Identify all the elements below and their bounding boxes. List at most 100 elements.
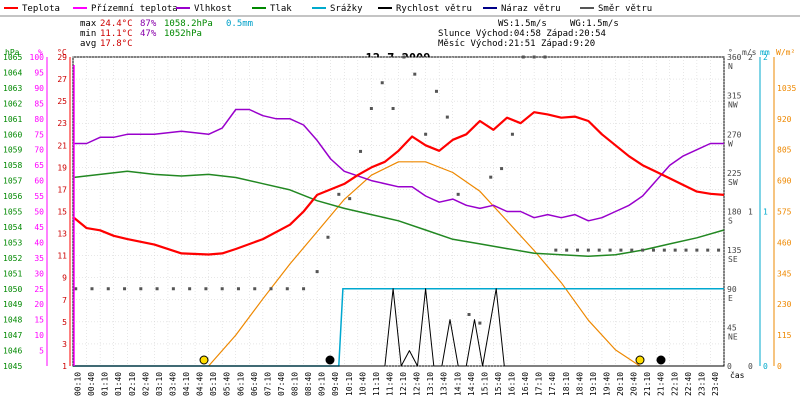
wind-direction-point — [380, 81, 384, 85]
legend-label: Směr větru — [598, 4, 652, 14]
moonset-marker — [325, 355, 335, 365]
pressure-tick: 1062 — [3, 99, 22, 108]
direction-label: SE — [728, 255, 738, 264]
legend-label: Tlak — [270, 4, 292, 14]
wind-direction-point — [608, 248, 612, 252]
x-tick-label: 23:40 — [711, 372, 720, 396]
humidity-tick: 95 — [34, 68, 44, 77]
legend: Teplota Přízemní teplota Vlhkost Tlak Srážky… — [0, 0, 800, 17]
pressure-tick: 1052 — [3, 254, 22, 263]
wind-direction-point — [467, 313, 471, 316]
wind-direction-point — [236, 287, 240, 291]
axis-unit-ms: m/s — [742, 48, 757, 57]
speed-tick: 1 — [748, 208, 753, 217]
stat-value: 47% — [140, 29, 157, 39]
moon-times: Měsíc Východ:21:51 Západ:9:20 — [438, 39, 595, 49]
speed-tick: 0 — [748, 362, 753, 371]
stat-value: min — [80, 29, 96, 39]
axis-unit-hpa: hPa — [5, 48, 20, 57]
wind-direction-point — [285, 287, 289, 291]
wind-direction-point — [155, 287, 159, 291]
x-tick-label: 15:10 — [480, 372, 489, 396]
wind-direction-point — [337, 192, 341, 196]
wind-direction-point — [188, 287, 192, 291]
wind-direction-point — [554, 248, 558, 252]
wind-direction-point — [586, 248, 590, 252]
wind-direction-point — [434, 89, 438, 93]
solar-tick: 460 — [777, 238, 792, 247]
direction-label: NE — [728, 332, 738, 341]
legend-label: Náraz větru — [501, 4, 561, 14]
wind-direction-point — [500, 167, 504, 171]
direction-tick: 225 — [727, 169, 742, 178]
temperature-tick: 17 — [57, 185, 67, 194]
x-tick-label: 02:10 — [128, 372, 137, 396]
x-tick-label: 17:10 — [535, 372, 544, 396]
stat-value: 0.5mm — [226, 19, 253, 29]
wind-speed-line — [73, 288, 724, 367]
wind-direction-point — [510, 132, 514, 136]
x-tick-label: 16:10 — [508, 372, 517, 396]
direction-tick: 315 — [727, 92, 742, 101]
wind-direction-point — [717, 248, 721, 252]
x-tick-label: 20:10 — [616, 372, 625, 396]
wind-direction-point — [391, 107, 395, 110]
wind-direction-point — [662, 248, 666, 252]
stat-value: avg — [80, 39, 96, 49]
axes: hPa% °C1045104610471048104910501051105210… — [3, 48, 796, 396]
humidity-tick: 55 — [34, 192, 44, 201]
temperature-tick: 7 — [62, 296, 67, 305]
direction-tick: 180 — [727, 208, 742, 217]
wind-direction-point — [413, 72, 417, 76]
wind-direction-point — [348, 197, 352, 201]
temperature-tick: 13 — [57, 230, 67, 239]
wind-direction-point — [565, 248, 569, 252]
temperature-tick: 25 — [57, 97, 67, 106]
x-tick-label: 17:40 — [548, 372, 557, 396]
solar-tick: 575 — [777, 208, 792, 217]
wind-direction-point — [684, 248, 688, 252]
pressure-tick: 1047 — [3, 331, 22, 340]
x-tick-label: 04:10 — [182, 372, 191, 396]
x-tick-label: 18:40 — [575, 372, 584, 396]
humidity-tick: 90 — [34, 84, 44, 93]
humidity-tick: 45 — [34, 223, 44, 232]
x-tick-label: 06:10 — [236, 372, 245, 396]
wind-direction-point — [641, 248, 645, 252]
wind-direction-point — [369, 107, 373, 110]
wind-direction-point — [204, 287, 208, 291]
x-tick-label: 09:40 — [331, 372, 340, 396]
wind-direction-point — [478, 321, 482, 325]
wind-speed-now: WS:1.5m/s — [498, 19, 547, 29]
stat-value: 1052hPa — [164, 29, 202, 39]
sun-times: Slunce Východ:04:58 Západ:20:54 — [438, 29, 606, 39]
temperature-tick: 21 — [57, 141, 67, 150]
x-tick-label: 03:10 — [155, 372, 164, 396]
pressure-line — [72, 170, 725, 258]
x-tick-label: 19:40 — [602, 372, 611, 396]
x-tick-label: 02:40 — [141, 372, 150, 396]
wind-direction-point — [597, 248, 601, 252]
humidity-tick: 30 — [34, 269, 44, 278]
x-tick-label: 04:40 — [196, 372, 205, 396]
wind-direction-point — [269, 287, 273, 291]
x-tick-label: 16:40 — [521, 372, 530, 396]
wind-direction-point — [402, 55, 406, 59]
legend-label: Vlhkost — [194, 4, 232, 14]
x-tick-label: 07:40 — [277, 372, 286, 396]
pressure-tick: 1048 — [3, 316, 22, 325]
rain-tick: 2 — [763, 53, 768, 62]
x-tick-label: 08:10 — [291, 372, 300, 396]
humidity-tick: 100 — [30, 53, 45, 62]
x-tick-label: 13:40 — [440, 372, 449, 396]
direction-tick: 90 — [727, 285, 737, 294]
x-tick-label: 01:10 — [101, 372, 110, 396]
direction-tick: 45 — [727, 323, 737, 332]
legend-label: Přízemní teplota — [91, 4, 178, 14]
x-tick-label: 15:40 — [494, 372, 503, 396]
wind-direction-point — [445, 115, 449, 119]
stat-value: 1058.2hPa — [164, 19, 213, 29]
x-tick-label: 00:10 — [74, 372, 83, 396]
x-tick-label: 08:40 — [304, 372, 313, 396]
